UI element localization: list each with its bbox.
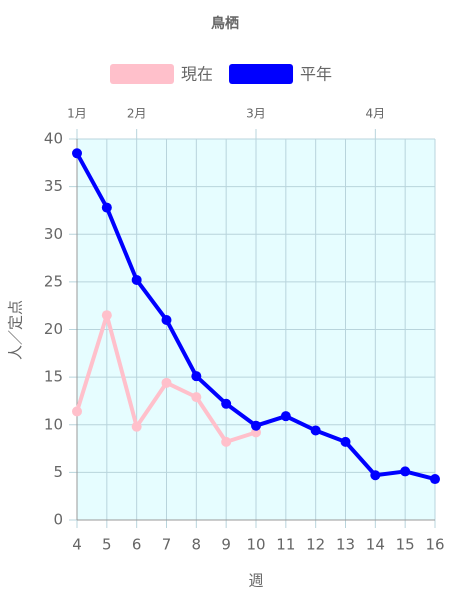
y-axis-label: 人／定点 <box>7 300 25 360</box>
y-tick-label: 20 <box>44 320 63 338</box>
data-point <box>280 411 291 422</box>
data-point <box>161 377 172 388</box>
x-tick-label: 14 <box>366 536 385 554</box>
data-point <box>101 202 112 213</box>
y-tick-label: 25 <box>44 272 63 290</box>
y-tick-label: 15 <box>44 368 63 386</box>
x-tick-label: 5 <box>102 536 112 554</box>
y-tick-label: 5 <box>53 463 63 481</box>
legend-swatch <box>229 64 294 84</box>
top-tick-label: 4月 <box>366 107 386 121</box>
y-tick-label: 40 <box>44 130 63 148</box>
data-point <box>430 474 440 485</box>
data-point <box>340 436 351 447</box>
data-point <box>72 148 82 159</box>
data-point <box>310 425 321 436</box>
data-point <box>400 466 411 477</box>
legend-swatch <box>110 64 174 84</box>
data-point <box>191 371 202 382</box>
top-tick-label: 1月 <box>67 107 87 121</box>
x-tick-label: 7 <box>162 536 172 554</box>
top-tick-label: 2月 <box>127 107 147 121</box>
data-point <box>161 314 172 325</box>
y-tick-label: 35 <box>44 177 63 195</box>
data-point <box>221 436 232 447</box>
x-tick-label: 16 <box>425 536 444 554</box>
data-point <box>251 420 261 431</box>
x-axis-label: 週 <box>248 572 263 590</box>
data-point <box>221 398 232 409</box>
x-tick-label: 11 <box>276 536 295 554</box>
y-tick-label: 10 <box>44 415 63 433</box>
data-point <box>131 274 142 285</box>
data-point <box>101 310 112 321</box>
data-point <box>72 406 82 417</box>
legend-label: 現在 <box>181 65 213 84</box>
top-tick-label: 3月 <box>246 107 266 121</box>
x-tick-label: 9 <box>221 536 231 554</box>
chart-title: 鳥栖 <box>211 15 239 32</box>
x-tick-label: 12 <box>306 536 325 554</box>
legend-label: 平年 <box>300 65 332 84</box>
x-tick-label: 4 <box>72 536 82 554</box>
y-tick-label: 30 <box>44 225 63 243</box>
data-point <box>191 392 202 403</box>
x-tick-label: 6 <box>132 536 142 554</box>
data-point <box>131 421 142 432</box>
x-tick-label: 8 <box>192 536 202 554</box>
y-tick-label: 0 <box>53 511 63 529</box>
x-tick-label: 15 <box>396 536 415 554</box>
x-tick-label: 13 <box>336 536 355 554</box>
data-point <box>370 470 381 481</box>
x-tick-label: 10 <box>246 536 265 554</box>
